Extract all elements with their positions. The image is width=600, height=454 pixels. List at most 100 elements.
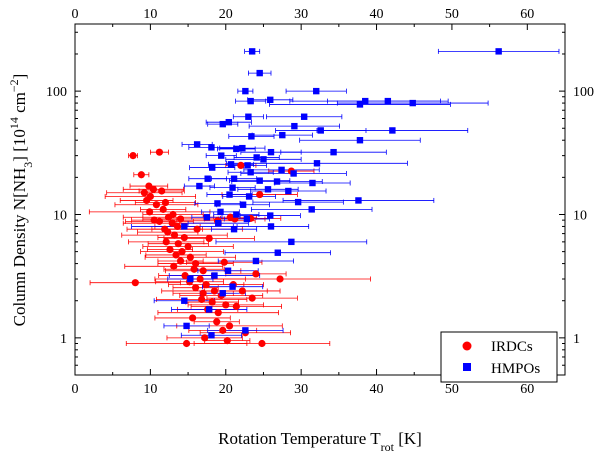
x-tick-label-bottom: 30	[294, 382, 308, 397]
hmpos-point	[219, 290, 226, 297]
hmpos-point	[224, 267, 232, 274]
hmpos-point	[230, 175, 238, 182]
hmpos-point	[187, 275, 194, 283]
irdcs-point	[205, 234, 213, 243]
irdcs-point	[170, 262, 178, 270]
legend-hmpos-label: HMPOs	[491, 361, 540, 377]
irdcs-point	[168, 219, 176, 227]
hmpos-point	[267, 212, 274, 219]
hmpos-point	[208, 332, 215, 339]
legend: IRDCs HMPOs	[440, 331, 558, 383]
irdcs-point	[219, 326, 227, 334]
hmpos-point	[356, 101, 364, 108]
hmpos-point	[291, 122, 298, 130]
irdcs-point	[237, 161, 245, 169]
irdcs-point	[149, 185, 157, 193]
hmpos-point	[313, 160, 321, 167]
irdcs-point	[176, 215, 185, 223]
x-tick-label-bottom: 60	[520, 382, 534, 397]
hmpos-point	[244, 162, 251, 169]
hmpos-point	[247, 169, 254, 176]
hmpos-point	[242, 327, 249, 334]
irdcs-point	[199, 289, 207, 297]
hmpos-point	[362, 97, 369, 105]
hmpos-point	[233, 211, 240, 218]
irdcs-point	[164, 213, 173, 221]
irdcs-point	[223, 337, 231, 345]
irdcs-point	[256, 190, 264, 199]
hmpos-point	[285, 187, 292, 195]
irdcs-point	[180, 233, 188, 242]
points-layer	[129, 48, 502, 348]
hmpos-point	[300, 113, 308, 120]
irdcs-point	[202, 281, 210, 289]
irdcs-point	[232, 302, 240, 310]
hmpos-point	[225, 118, 232, 126]
y-axis-title: Column Density N[NH3] [1014 cm−2]	[7, 74, 35, 327]
hmpos-point	[288, 238, 295, 246]
x-tick-label-bottom: 10	[143, 382, 157, 397]
irdcs-point	[196, 275, 204, 283]
hmpos-point	[356, 137, 364, 144]
hmpos-point	[313, 87, 320, 95]
irdcs-point	[252, 270, 260, 278]
irdcs-point	[172, 251, 180, 259]
irdcs-point	[184, 242, 192, 251]
irdcs-point	[238, 287, 246, 295]
hmpos-point	[181, 297, 188, 304]
hmpos-point	[233, 145, 240, 153]
hmpos-point	[294, 198, 302, 206]
hmpos-point	[245, 193, 253, 200]
irdcs-point	[170, 231, 179, 239]
errorbars-layer	[88, 48, 560, 347]
hmpos-point	[273, 178, 281, 185]
irdcs-point	[146, 208, 154, 216]
hmpos-point	[279, 131, 286, 139]
irdcs-point	[164, 228, 172, 236]
x-axis-title: Rotation Temperature Trot [K]	[218, 429, 422, 454]
y-tick-label-left: 1	[60, 332, 67, 347]
hmpos-point	[214, 200, 221, 207]
hmpos-point	[229, 184, 236, 191]
hmpos-point	[290, 170, 297, 177]
hmpos-point	[256, 69, 263, 77]
y-tick-label-right: 1	[573, 332, 580, 347]
legend-irdcs-label: IRDCs	[491, 339, 533, 355]
hmpos-point	[230, 225, 238, 233]
hmpos-point	[211, 272, 218, 279]
irdcs-point	[182, 339, 191, 348]
hmpos-point	[308, 206, 315, 213]
hmpos-point	[278, 166, 285, 174]
irdcs-point	[208, 298, 216, 306]
irdcs-point	[155, 148, 164, 156]
hmpos-point	[219, 120, 226, 128]
irdcs-point	[192, 284, 200, 292]
irdcs-point	[258, 339, 266, 348]
hmpos-point	[267, 148, 275, 156]
irdcs-point	[192, 259, 200, 268]
ticks-layer: 0 0 10 10 20 20 30 30 40 40 50 50 60 60 1 1 10 10 100 100	[46, 7, 594, 397]
legend-box	[440, 331, 558, 383]
x-tick-label-top: 20	[219, 7, 233, 22]
irdcs-point	[162, 238, 170, 246]
irdcs-point	[129, 152, 137, 160]
hmpos-point	[215, 219, 222, 227]
x-tick-label-top: 60	[520, 7, 534, 22]
plot-frame	[74, 23, 566, 376]
hmpos-point	[242, 87, 249, 95]
hmpos-point	[208, 144, 215, 151]
hmpos-point	[256, 177, 263, 184]
hmpos-point	[183, 322, 190, 330]
irdcs-point	[166, 245, 174, 254]
irdcs-point	[213, 318, 221, 326]
irdcs-point	[143, 196, 151, 205]
irdcs-point	[178, 248, 186, 256]
x-tick-label-bottom: 0	[72, 382, 79, 397]
irdcs-point	[181, 271, 189, 280]
irdcs-point	[155, 217, 164, 225]
hmpos-point	[309, 179, 316, 187]
hmpos-point	[205, 306, 213, 313]
irdcs-point	[152, 201, 161, 209]
x-tick-label-bottom: 20	[219, 382, 233, 397]
hmpos-point	[267, 96, 274, 104]
